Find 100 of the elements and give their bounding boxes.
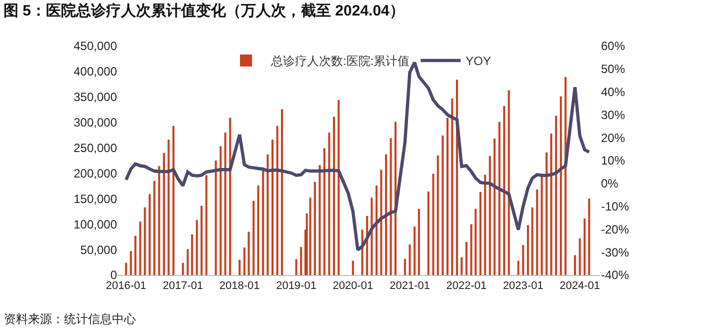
bar [272,140,274,275]
bar [196,220,198,275]
bar [130,251,132,275]
legend-label: YOY [466,54,492,68]
y-tick-label: 450,000 [74,39,118,54]
text: 资料来源：统计信息中心 [4,312,136,326]
bar [139,222,142,275]
bar [280,109,283,275]
x-tick-label: 2017-01 [162,280,204,292]
bar [555,116,558,275]
bar [352,260,354,275]
bar [144,207,146,275]
chart-title: 图 5：医院总诊疗人次累计值变化（万人次，截至 2024.04） [4,2,404,20]
bar [224,132,226,275]
bar [380,170,382,275]
bar [584,218,586,275]
y2-tick-label: 50% [601,62,626,76]
x-tick-label: 2024-01 [560,280,600,292]
bar [451,98,454,275]
bar [503,106,506,275]
bar [191,234,194,275]
bar [564,77,567,275]
bar [494,138,496,275]
bar [446,118,449,275]
bar [248,232,250,275]
bar [385,154,388,275]
bar [200,206,203,275]
bar [276,126,278,275]
y-tick-label: 400,000 [74,64,118,79]
bar [243,248,246,275]
bar [238,260,241,275]
bar [588,198,590,275]
y-tick-label: 150,000 [74,192,118,206]
bar [408,244,411,275]
bar [338,100,340,275]
bar [172,126,174,275]
x-tick-label: 2016-01 [106,280,146,292]
bar [376,185,378,275]
bar [436,155,439,275]
bar [488,156,491,275]
bar [134,236,136,275]
x-tick-label: 2019-01 [276,280,316,292]
bar [214,160,217,275]
bar [418,208,420,275]
bar [158,166,160,275]
bar [474,208,477,275]
bar [262,170,264,275]
y2-tick-label: 0% [601,176,619,191]
bar [498,122,500,275]
x-tick-label: 2023-01 [502,280,544,292]
bar [186,249,189,275]
bar [314,182,316,275]
bar [309,198,312,275]
bar [125,262,128,275]
bar [414,226,416,275]
bar [332,116,336,275]
bar [517,260,520,275]
y-tick-label: 350,000 [74,90,118,104]
y2-tick-label: -10% [601,200,630,214]
y2-tick-label: -30% [601,245,630,260]
bar [318,165,321,275]
y-tick-label: 100,000 [74,217,118,232]
bar [479,192,482,275]
y2-tick-label: -20% [601,222,630,236]
bar [404,258,406,275]
bar [456,80,458,275]
bar [442,136,444,275]
y-tick-label: 0 [110,268,118,282]
y-tick-label: 200,000 [74,166,118,180]
x-tick-label: 2021-01 [390,280,430,292]
bar [531,207,534,275]
bar [536,190,538,275]
bar [295,259,298,275]
y-tick-label: 250,000 [74,140,118,155]
bar [266,154,269,275]
bar [470,224,472,275]
bar [220,146,222,275]
y2-tick-label: 40% [601,85,626,99]
bar [328,132,330,275]
bar [465,242,468,275]
y-tick-label: 50,000 [80,242,118,257]
bar [205,175,208,275]
bar [229,118,232,275]
bar [182,262,184,275]
x-tick-label: 2020-01 [332,280,374,292]
bar [148,194,151,275]
y2-tick-label: 20% [601,130,626,145]
bar [522,244,524,275]
bar [540,174,543,275]
bar [370,198,373,275]
bar [560,96,562,275]
bar [162,152,165,275]
bar [508,90,510,275]
legend-label: 总诊疗人次数:医院:累计值 [270,54,410,68]
bar [546,152,548,275]
y2-tick-label: 30% [601,108,626,122]
y2-tick-label: -40% [601,268,630,282]
bar [432,174,434,275]
bar [153,180,156,275]
bar [460,257,463,275]
